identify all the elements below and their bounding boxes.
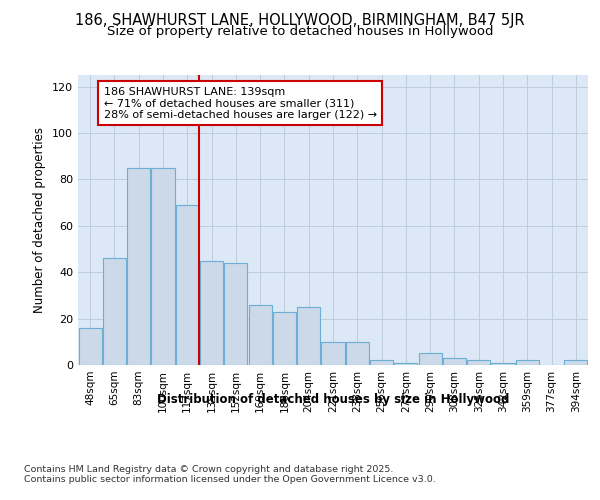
Bar (273, 312, 296, 365)
Bar (224, 263, 247, 365)
Bar (419, 354, 442, 365)
Bar (346, 342, 369, 365)
Bar (565, 360, 587, 365)
Bar (103, 258, 126, 365)
Bar (443, 358, 466, 365)
Bar (79, 328, 101, 365)
Bar (200, 260, 223, 365)
Bar (127, 168, 150, 365)
Bar (491, 362, 515, 365)
Bar (322, 342, 344, 365)
Text: 186, SHAWHURST LANE, HOLLYWOOD, BIRMINGHAM, B47 5JR: 186, SHAWHURST LANE, HOLLYWOOD, BIRMINGH… (75, 12, 525, 28)
Bar (176, 205, 199, 365)
Bar (248, 304, 272, 365)
Bar (151, 168, 175, 365)
Text: Size of property relative to detached houses in Hollywood: Size of property relative to detached ho… (107, 25, 493, 38)
Text: 186 SHAWHURST LANE: 139sqm
← 71% of detached houses are smaller (311)
28% of sem: 186 SHAWHURST LANE: 139sqm ← 71% of deta… (104, 86, 377, 120)
Bar (467, 360, 490, 365)
Bar (370, 360, 393, 365)
Text: Distribution of detached houses by size in Hollywood: Distribution of detached houses by size … (157, 392, 509, 406)
Bar (394, 362, 418, 365)
Bar (297, 307, 320, 365)
Bar (516, 360, 539, 365)
Y-axis label: Number of detached properties: Number of detached properties (34, 127, 46, 313)
Text: Contains HM Land Registry data © Crown copyright and database right 2025.
Contai: Contains HM Land Registry data © Crown c… (24, 465, 436, 484)
